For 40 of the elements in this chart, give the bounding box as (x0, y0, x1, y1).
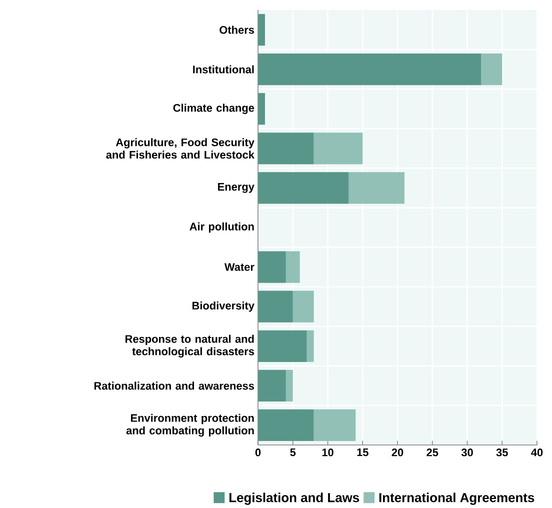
y-tick-label: Response to natural and technological disasters (126, 335, 254, 358)
bar (258, 132, 314, 164)
bar (258, 54, 482, 86)
bar (306, 330, 314, 362)
y-tick-label: Biodiversity (192, 302, 254, 312)
bar (348, 172, 404, 204)
bar (314, 410, 356, 442)
legend-label: International Agreements (379, 492, 534, 506)
y-tick-label: Rationalization and awareness (94, 382, 254, 390)
x-tick-label: 25 (426, 448, 438, 456)
y-tick-label: Institutional (193, 66, 254, 74)
y-tick-label: Air pollution (190, 222, 254, 233)
x-tick-label: 15 (357, 448, 368, 456)
bar (314, 132, 363, 164)
legend-label: Legislation and Laws (229, 492, 360, 506)
x-tick-label: 30 (461, 448, 473, 457)
bar (258, 172, 349, 204)
bar (286, 370, 293, 402)
x-tick-label: 20 (392, 448, 404, 456)
bar (481, 54, 502, 86)
bar (258, 14, 265, 46)
y-tick-label: Energy (218, 183, 254, 194)
y-tick-label: Water (224, 263, 254, 272)
bar (258, 330, 307, 362)
x-tick-label: 5 (290, 448, 296, 456)
y-tick-label: Others (220, 26, 254, 34)
y-tick-label: Environment protection and combating pollution (126, 414, 254, 437)
bar (292, 290, 314, 323)
y-tick-label: Agriculture, Food Security and Fisheries and Livestock (106, 138, 254, 159)
bar (258, 93, 265, 125)
bar (258, 370, 286, 402)
bar (258, 290, 293, 323)
y-tick-label: Climate change (173, 104, 254, 114)
bar (286, 251, 300, 284)
bar (258, 251, 286, 284)
x-tick-label: 40 (531, 448, 543, 456)
x-tick-label: 0 (255, 448, 261, 456)
x-tick-label: 10 (322, 448, 334, 456)
bar (258, 410, 314, 442)
x-tick-label: 35 (496, 448, 508, 457)
